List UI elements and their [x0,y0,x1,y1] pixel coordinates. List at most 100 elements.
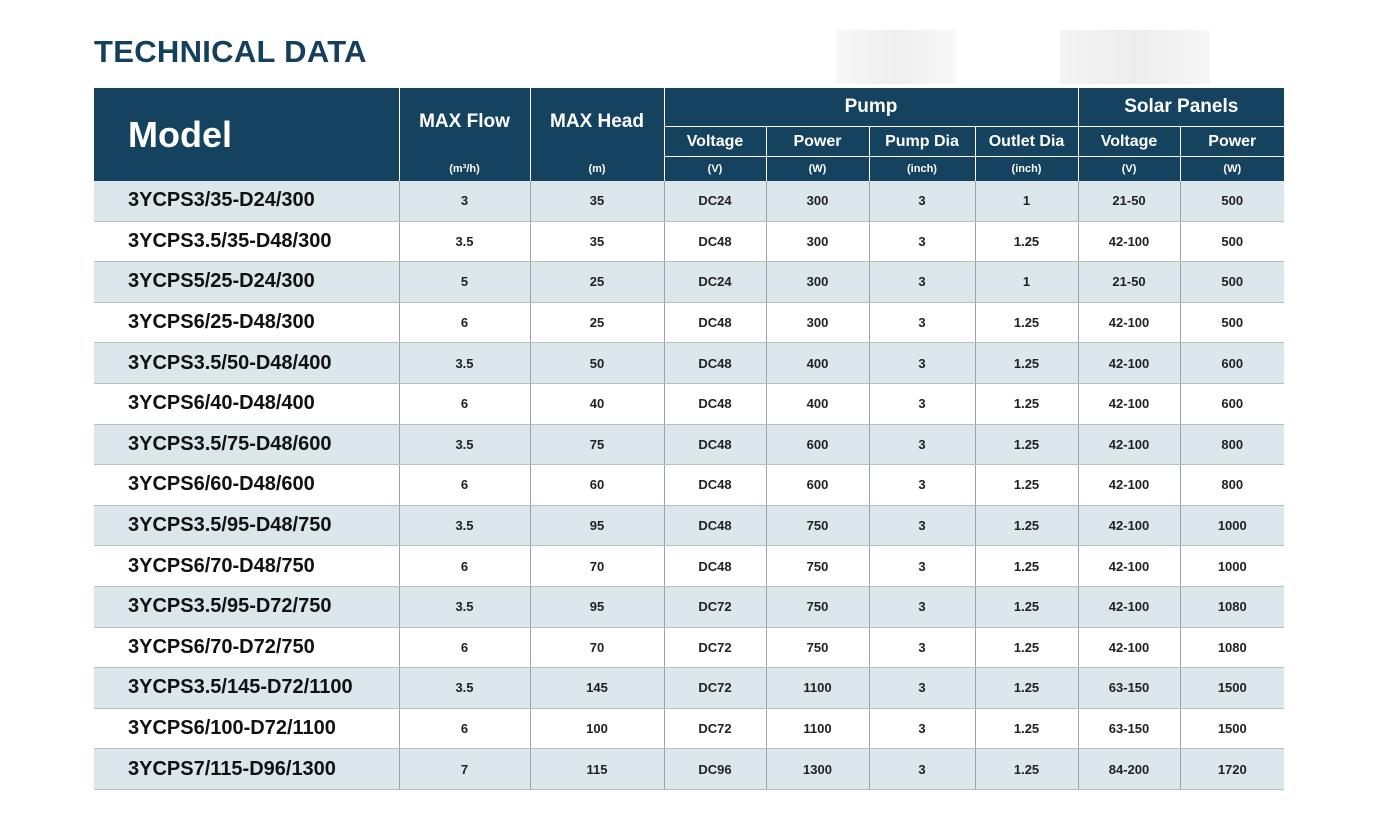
header-outlet-dia: Outlet Dia [975,126,1079,157]
cell-max-flow: 3.5 [399,424,531,466]
cell-pump-dia: 3 [869,708,976,750]
cell-max-flow: 7 [399,748,531,790]
cell-solar-voltage: 21-50 [1078,181,1181,222]
cell-pump-power: 400 [766,383,870,425]
table-row: 3YCPS3.5/50-D48/400 3.5 50 DC48 400 3 1.25 42-1… [94,342,1285,384]
cell-max-flow: 3.5 [399,505,531,547]
cell-pump-power: 1100 [766,708,870,750]
cell-solar-voltage: 42-100 [1078,505,1181,547]
header-max-head: MAX Head [530,88,665,157]
cell-max-flow: 5 [399,261,531,303]
cell-outlet-dia: 1.25 [975,505,1079,547]
cell-solar-voltage: 42-100 [1078,545,1181,587]
cell-pump-voltage: DC48 [664,342,767,384]
header-pump-dia: Pump Dia [869,126,976,157]
cell-solar-power: 1500 [1180,708,1285,750]
cell-pump-power: 600 [766,424,870,466]
header-model: Model [94,88,400,181]
table-row: 3YCPS3/35-D24/300 3 35 DC24 300 3 1 21-50 500 [94,181,1285,222]
cell-pump-dia: 3 [869,181,976,222]
cell-max-flow: 3.5 [399,221,531,263]
cell-solar-power: 600 [1180,383,1285,425]
cell-pump-power: 300 [766,221,870,263]
table-row: 3YCPS6/70-D72/750 6 70 DC72 750 3 1.25 42-100 10… [94,627,1285,669]
cell-max-flow: 6 [399,302,531,344]
cell-pump-power: 1100 [766,667,870,709]
table-row: 3YCPS3.5/95-D48/750 3.5 95 DC48 750 3 1.25 42-1… [94,505,1285,547]
header-pump-group: Pump [664,88,1079,127]
cell-pump-power: 1300 [766,748,870,790]
cell-pump-voltage: DC96 [664,748,767,790]
cell-pump-dia: 3 [869,627,976,669]
table-row: 3YCPS3.5/145-D72/1100 3.5 145 DC72 1100 3 1.25… [94,667,1285,709]
cell-max-head: 95 [530,586,665,628]
cell-pump-dia: 3 [869,748,976,790]
cell-pump-voltage: DC48 [664,464,767,506]
cell-model: 3YCPS6/70-D72/750 [94,627,400,669]
cell-outlet-dia: 1.25 [975,545,1079,587]
cell-outlet-dia: 1.25 [975,748,1079,790]
cell-outlet-dia: 1.25 [975,221,1079,263]
header-max-flow-unit: (m³/h) [399,156,531,181]
cell-pump-power: 600 [766,464,870,506]
table-row: 3YCPS5/25-D24/300 5 25 DC24 300 3 1 21-50 500 [94,261,1285,303]
table-row: 3YCPS6/40-D48/400 6 40 DC48 400 3 1.25 42-100 60… [94,383,1285,425]
cell-solar-power: 500 [1180,261,1285,303]
cell-pump-power: 300 [766,261,870,303]
cell-model: 3YCPS6/60-D48/600 [94,464,400,506]
cell-pump-voltage: DC48 [664,383,767,425]
cell-max-head: 145 [530,667,665,709]
cell-pump-power: 300 [766,181,870,222]
cell-model: 3YCPS3.5/95-D72/750 [94,586,400,628]
cell-pump-dia: 3 [869,221,976,263]
cell-pump-voltage: DC72 [664,667,767,709]
cell-model: 3YCPS5/25-D24/300 [94,261,400,303]
table-body: 3YCPS3/35-D24/300 3 35 DC24 300 3 1 21-50 500 3YC… [94,181,1285,790]
cell-solar-power: 800 [1180,464,1285,506]
cell-pump-voltage: DC24 [664,181,767,222]
background-image-fragment [1060,30,1210,84]
cell-outlet-dia: 1.25 [975,302,1079,344]
cell-pump-dia: 3 [869,302,976,344]
cell-solar-voltage: 63-150 [1078,667,1181,709]
background-image-fragment [836,30,956,84]
cell-outlet-dia: 1.25 [975,383,1079,425]
table-row: 3YCPS7/115-D96/1300 7 115 DC96 1300 3 1.25 84-2… [94,748,1285,790]
cell-pump-dia: 3 [869,342,976,384]
cell-solar-power: 1080 [1180,586,1285,628]
cell-pump-voltage: DC48 [664,424,767,466]
cell-outlet-dia: 1 [975,261,1079,303]
cell-solar-voltage: 42-100 [1078,424,1181,466]
cell-max-head: 115 [530,748,665,790]
cell-model: 3YCPS3.5/75-D48/600 [94,424,400,466]
cell-solar-voltage: 42-100 [1078,221,1181,263]
header-pump-power-unit: (W) [766,156,870,181]
header-pump-dia-unit: (inch) [869,156,976,181]
cell-max-head: 35 [530,221,665,263]
cell-pump-dia: 3 [869,464,976,506]
cell-solar-power: 1720 [1180,748,1285,790]
cell-solar-power: 1000 [1180,545,1285,587]
cell-solar-power: 500 [1180,221,1285,263]
table-row: 3YCPS6/100-D72/1100 6 100 DC72 1100 3 1.25 63-1… [94,708,1285,750]
table-row: 3YCPS6/25-D48/300 6 25 DC48 300 3 1.25 42-100 50… [94,302,1285,344]
header-solar-group: Solar Panels [1078,88,1285,127]
cell-pump-voltage: DC24 [664,261,767,303]
page-title: TECHNICAL DATA [94,34,367,69]
cell-solar-voltage: 42-100 [1078,383,1181,425]
cell-outlet-dia: 1.25 [975,627,1079,669]
cell-max-flow: 6 [399,383,531,425]
cell-outlet-dia: 1.25 [975,708,1079,750]
technical-data-table: Model MAX Flow MAX Head Pump Solar Panel… [94,88,1285,790]
cell-model: 3YCPS6/70-D48/750 [94,545,400,587]
cell-pump-dia: 3 [869,667,976,709]
cell-pump-dia: 3 [869,586,976,628]
table-row: 3YCPS6/70-D48/750 6 70 DC48 750 3 1.25 42-100 10… [94,545,1285,587]
header-solar-power-unit: (W) [1180,156,1285,181]
cell-max-head: 70 [530,545,665,587]
cell-solar-voltage: 42-100 [1078,464,1181,506]
header-outlet-dia-unit: (inch) [975,156,1079,181]
table-row: 3YCPS3.5/95-D72/750 3.5 95 DC72 750 3 1.25 42-1… [94,586,1285,628]
cell-pump-power: 750 [766,586,870,628]
cell-max-flow: 6 [399,464,531,506]
